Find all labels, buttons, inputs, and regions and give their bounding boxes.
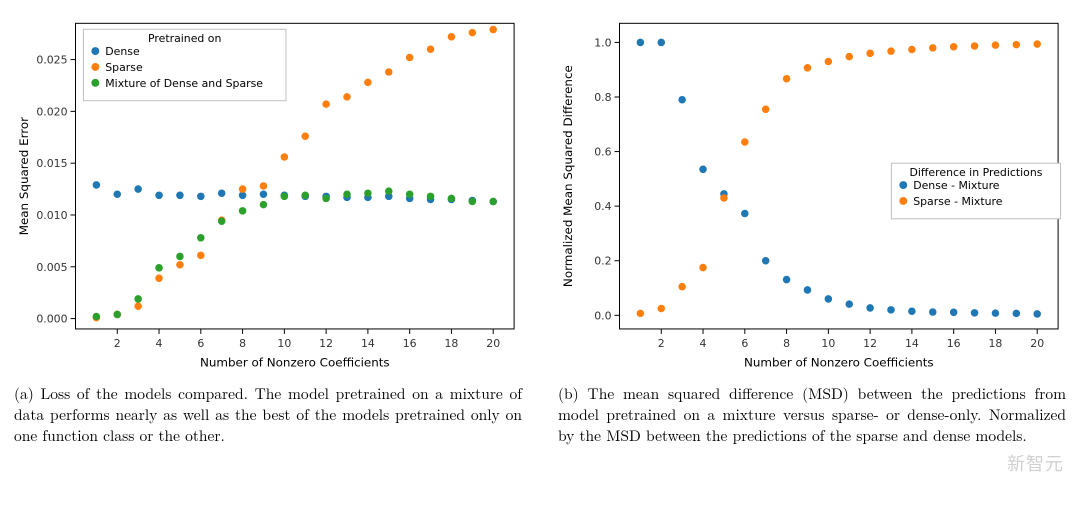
- svg-text:14: 14: [361, 337, 375, 350]
- svg-text:16: 16: [947, 337, 961, 350]
- svg-text:4: 4: [156, 337, 163, 350]
- svg-text:14: 14: [905, 337, 919, 350]
- svg-text:Difference in Predictions: Difference in Predictions: [909, 166, 1042, 179]
- svg-text:0.8: 0.8: [594, 91, 611, 104]
- svg-text:10: 10: [821, 337, 835, 350]
- svg-text:0.4: 0.4: [594, 200, 611, 213]
- svg-text:0.0: 0.0: [594, 309, 611, 322]
- svg-text:16: 16: [403, 337, 417, 350]
- right-panel: 2 4 6 8 10 12 14 16 18 20 0.0 0.2 0.4 0.6 0.8 1.0 Number…: [540, 8, 1070, 510]
- left-panel: 2 4 6 8 10 12 14 16 18 20 0.000 0.005 0.010 0.015 0.02…: [10, 8, 540, 510]
- svg-text:Dense: Dense: [105, 45, 140, 58]
- svg-text:Mean Squared Error: Mean Squared Error: [17, 117, 31, 235]
- figure-wrap: 24681012141618200.0000.0050.0100.0150.02…: [0, 0, 1080, 516]
- svg-text:20: 20: [1030, 337, 1044, 350]
- svg-text:0.6: 0.6: [594, 146, 611, 159]
- svg-text:8: 8: [239, 337, 246, 350]
- svg-text:0.015: 0.015: [36, 157, 67, 170]
- svg-text:Number of Nonzero Coefficients: Number of Nonzero Coefficients: [200, 356, 390, 370]
- svg-text:20: 20: [486, 337, 500, 350]
- left-caption: (a) Loss of the models compared. The mod…: [10, 378, 526, 447]
- svg-text:Dense - Mixture: Dense - Mixture: [913, 179, 1000, 192]
- left-chart: 2 4 6 8 10 12 14 16 18 20 0.000 0.005 0.010 0.015 0.02…: [10, 8, 526, 378]
- svg-text:4: 4: [700, 337, 707, 350]
- svg-text:Pretrained on: Pretrained on: [148, 32, 221, 45]
- svg-text:0.2: 0.2: [594, 255, 611, 268]
- svg-text:0.000: 0.000: [36, 313, 67, 326]
- svg-text:0.005: 0.005: [36, 261, 67, 274]
- svg-text:10: 10: [277, 337, 291, 350]
- svg-text:Sparse - Mixture: Sparse - Mixture: [913, 195, 1003, 208]
- svg-text:Mixture of Dense and Sparse: Mixture of Dense and Sparse: [105, 77, 263, 90]
- svg-text:0.010: 0.010: [36, 209, 67, 222]
- svg-text:1.0: 1.0: [594, 36, 611, 49]
- svg-text:Sparse: Sparse: [105, 61, 143, 74]
- svg-text:12: 12: [319, 337, 333, 350]
- svg-text:6: 6: [197, 337, 204, 350]
- svg-text:Normalized Mean Squared Differ: Normalized Mean Squared Difference: [561, 65, 575, 287]
- svg-text:0.025: 0.025: [36, 54, 67, 67]
- svg-text:12: 12: [863, 337, 877, 350]
- svg-text:2: 2: [114, 337, 121, 350]
- svg-text:2: 2: [658, 337, 665, 350]
- svg-text:6: 6: [741, 337, 748, 350]
- svg-text:18: 18: [444, 337, 458, 350]
- svg-text:Number of Nonzero Coefficients: Number of Nonzero Coefficients: [744, 356, 934, 370]
- svg-text:8: 8: [783, 337, 790, 350]
- right-caption: (b) The mean squared difference (MSD) be…: [554, 378, 1070, 447]
- svg-text:0.020: 0.020: [36, 105, 67, 118]
- svg-text:18: 18: [988, 337, 1002, 350]
- right-chart: 2 4 6 8 10 12 14 16 18 20 0.0 0.2 0.4 0.6 0.8 1.0 Number…: [554, 8, 1070, 378]
